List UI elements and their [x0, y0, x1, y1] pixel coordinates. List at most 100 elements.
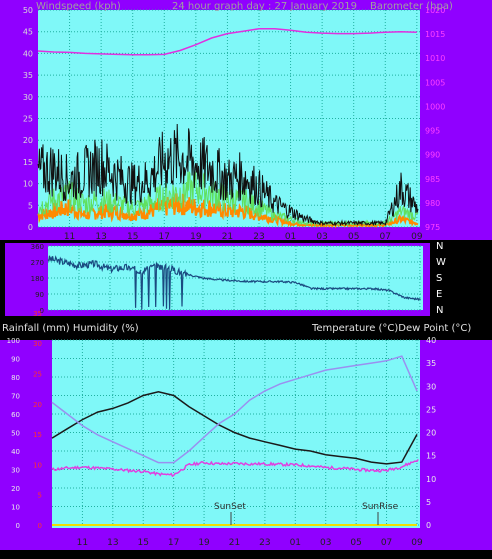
humidity-axis-label: Rainfall (mm) Humidity (%) [2, 323, 139, 334]
x-tick-label: 17 [159, 232, 170, 242]
rainfall-tick-label: 25 [33, 371, 42, 379]
wind-direction-line [47, 255, 421, 310]
compass-label: S [436, 273, 442, 284]
barometer-tick-label: 980 [425, 199, 440, 208]
x-tick-label: 23 [259, 538, 270, 548]
rainfall-tick-label: 10 [33, 461, 42, 469]
windspeed-tick-label: 30 [23, 93, 33, 102]
temperature-tick-label: 40 [426, 336, 436, 345]
temperature-tick-label: 15 [426, 452, 436, 461]
rainfall-tick-label: 0 [38, 522, 42, 530]
windspeed-tick-label: 25 [23, 115, 33, 124]
x-tick-label: 05 [350, 538, 361, 548]
degree-tick-label: 180 [31, 275, 44, 283]
temperature-line [51, 355, 418, 464]
humidity-tick-label: 20 [11, 485, 20, 493]
temperature-tick-label: 20 [426, 429, 436, 438]
x-tick-label: 03 [316, 232, 327, 242]
x-tick-label: 21 [229, 538, 240, 548]
windspeed-tick-label: 35 [23, 71, 33, 80]
x-tick-label: 01 [290, 538, 301, 548]
x-tick-label: 15 [127, 232, 138, 242]
windspeed-tick-label: 10 [23, 180, 33, 189]
windspeed-tick-label: 45 [23, 28, 33, 37]
x-tick-label: 19 [190, 232, 202, 242]
x-tick-label: 07 [380, 232, 391, 242]
temperature-tick-label: 5 [426, 498, 431, 507]
rainfall-tick-label: 35 [33, 310, 42, 318]
barometer-line [37, 28, 417, 56]
chart-title: 24 hour graph day : 27 January 2019 [172, 1, 357, 12]
wind-direction-series [47, 255, 421, 310]
barometer-tick-label: 1020 [425, 6, 445, 15]
x-tick-label: 13 [95, 232, 106, 242]
rainfall-tick-label: 30 [33, 340, 42, 348]
rainfall-tick-label: 15 [33, 431, 42, 439]
degree-tick-label: 270 [31, 259, 44, 267]
sunset-label: SunSet [214, 502, 246, 512]
windspeed-tick-label: 40 [23, 49, 33, 58]
humidity-tick-label: 60 [11, 411, 20, 419]
x-tick-label: 11 [64, 232, 75, 242]
degree-tick-label: 90 [35, 291, 44, 299]
x-tick-label: 17 [168, 538, 179, 548]
x-tick-label: 13 [107, 538, 118, 548]
temperature-tick-label: 35 [426, 359, 436, 368]
windspeed-tick-label: 5 [28, 201, 33, 210]
barometer-tick-label: 985 [425, 175, 440, 184]
humidity-axis-ticks: 0 10 20 30 40 50 60 70 80 90 100 [7, 337, 20, 530]
temp-humidity-series [51, 355, 419, 526]
x-tick-label: 15 [138, 538, 149, 548]
compass-label: E [436, 289, 442, 300]
temperature-tick-label: 30 [426, 382, 436, 391]
windspeed-tick-label: 0 [28, 223, 33, 232]
wind-direction-grid [48, 245, 423, 311]
temperature-axis-label: Temperature (°C)Dew Point (°C) [311, 323, 471, 334]
degree-tick-label: 0 [40, 307, 44, 315]
temp-humidity-plot-area [52, 340, 420, 528]
humidity-tick-label: 40 [11, 448, 20, 456]
rainfall-tick-label: 20 [33, 401, 42, 409]
barometer-tick-label: 995 [425, 127, 440, 136]
barometer-axis-label: Barometer (hpa) [370, 1, 453, 12]
humidity-tick-label: 50 [11, 430, 20, 438]
wind-series-line-1 [37, 123, 419, 227]
compass-label: N [436, 305, 443, 316]
rainfall-axis-ticks: 0 5 10 15 20 25 30 35 [33, 310, 42, 530]
barometer-tick-label: 990 [425, 151, 440, 160]
barometer-tick-label: 1015 [425, 30, 445, 39]
x-tick-label: 09 [411, 538, 423, 548]
wind-direction-degree-ticks: 360 270 180 90 0 [31, 243, 44, 315]
temp-humidity-header [0, 318, 492, 342]
x-tick-label: 07 [381, 538, 392, 548]
temperature-tick-label: 10 [426, 475, 436, 484]
barometer-tick-label: 1000 [425, 102, 445, 111]
wind-baro-series [37, 28, 419, 229]
x-tick-label: 21 [222, 232, 233, 242]
windspeed-tick-label: 50 [23, 6, 33, 15]
humidity-tick-label: 30 [11, 467, 20, 475]
humidity-tick-label: 90 [11, 356, 20, 364]
temperature-tick-label: 25 [426, 405, 436, 414]
windspeed-tick-label: 15 [23, 158, 33, 167]
windspeed-axis-ticks: 0 5 10 15 20 25 30 35 40 45 50 [23, 6, 33, 232]
rainfall-tick-label: 5 [38, 492, 42, 500]
wind-baro-x-axis-ticks: 11 13 15 17 19 21 23 01 03 05 07 09 [64, 232, 423, 242]
humidity-line [51, 391, 418, 465]
windspeed-tick-label: 20 [23, 136, 33, 145]
x-tick-label: 23 [253, 232, 264, 242]
sunrise-label: SunRise [362, 502, 399, 512]
x-tick-label: 05 [348, 232, 359, 242]
temperature-axis-ticks: 0 5 10 15 20 25 30 35 40 [426, 336, 436, 530]
windspeed-axis-label: Windspeed (kph) [36, 1, 121, 12]
humidity-tick-label: 80 [11, 374, 20, 382]
dew-point-line [51, 458, 419, 478]
humidity-tick-label: 0 [16, 522, 20, 530]
temp-humidity-x-axis-ticks: 11 13 15 17 19 21 23 01 03 05 07 09 [77, 538, 423, 548]
degree-tick-label: 360 [31, 243, 44, 251]
barometer-tick-label: 1010 [425, 54, 445, 63]
humidity-tick-label: 100 [7, 337, 20, 345]
